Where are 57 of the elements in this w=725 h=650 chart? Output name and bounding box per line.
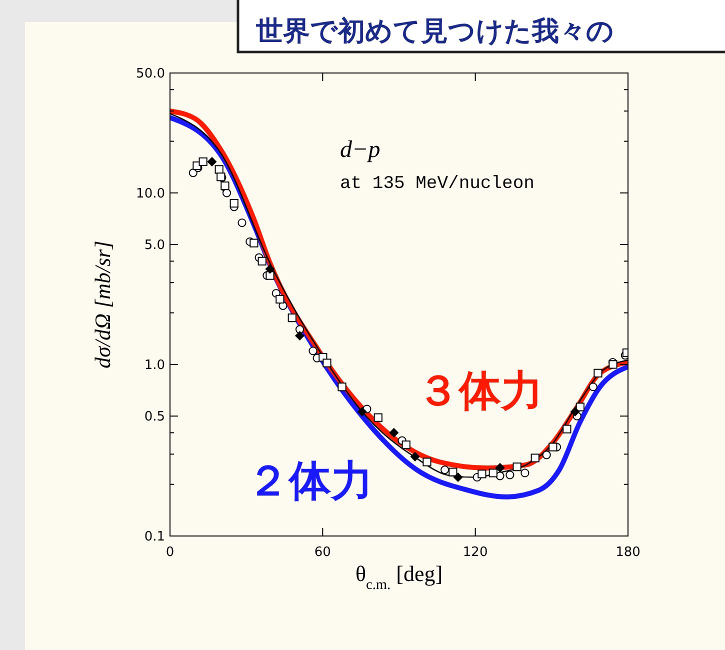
point — [266, 271, 274, 280]
y-tick-label: 5.0 — [144, 238, 165, 254]
point — [276, 294, 284, 304]
y-tick-label: 50.0 — [136, 66, 165, 82]
point — [258, 256, 266, 266]
point — [570, 406, 580, 417]
point — [207, 156, 217, 167]
point — [294, 330, 305, 341]
x-tick-label: 120 — [462, 545, 488, 560]
point — [222, 188, 232, 198]
point — [448, 468, 458, 476]
point — [576, 402, 584, 412]
point — [512, 462, 522, 472]
point — [402, 440, 410, 450]
x-tick-label: 180 — [616, 545, 640, 560]
annotation: at 135 MeV/nucleon — [340, 174, 534, 194]
point — [265, 264, 275, 274]
series-label: ３体力 — [417, 366, 543, 415]
point — [288, 314, 296, 322]
point — [495, 462, 505, 473]
point — [322, 358, 332, 368]
y-tick-label: 0.1 — [144, 530, 165, 544]
point — [230, 198, 238, 208]
point — [422, 458, 432, 466]
series-label: ２体力 — [247, 456, 373, 505]
point — [506, 470, 514, 480]
point — [608, 360, 618, 369]
x-axis-title: θ$_{c.m.}$ [deg] — [355, 561, 443, 593]
chart-title: 世界で初めて見つけた我々の — [255, 16, 614, 46]
point — [548, 442, 558, 452]
y-tick-label: 0.5 — [144, 410, 165, 425]
point — [440, 466, 450, 474]
point — [410, 452, 420, 462]
point — [338, 382, 346, 392]
y-tick-label: 10.0 — [136, 186, 165, 202]
annotation: d−p — [340, 137, 380, 163]
point — [594, 368, 602, 378]
x-tick-label: 0 — [166, 545, 174, 560]
point — [238, 218, 246, 228]
point — [488, 468, 498, 478]
point — [588, 382, 598, 392]
point — [198, 157, 208, 166]
point — [308, 346, 318, 356]
point — [250, 238, 258, 248]
point — [520, 468, 530, 478]
x-tick-label: 60 — [314, 545, 331, 560]
point — [478, 470, 486, 478]
point — [357, 406, 367, 417]
y-tick-label: 1.0 — [144, 358, 165, 373]
point — [542, 450, 551, 460]
point — [562, 424, 572, 434]
y-axis-title: dσ/dΩ [mb/sr] — [90, 240, 115, 368]
point — [530, 454, 540, 462]
point — [374, 413, 382, 422]
point — [453, 472, 463, 482]
point — [389, 428, 399, 438]
point — [214, 165, 224, 174]
